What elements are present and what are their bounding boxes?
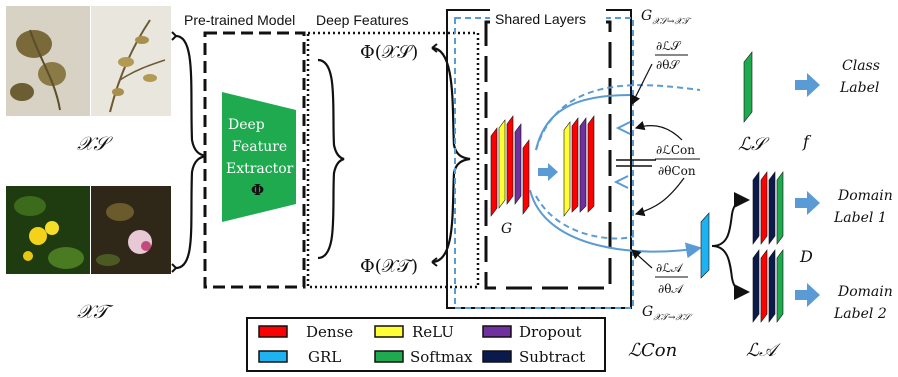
svg-text:∂θ𝒜: ∂θ𝒜	[658, 282, 684, 296]
loss-con: ℒCon	[628, 340, 677, 361]
feature-extractor-shape	[222, 92, 296, 222]
legend-item-dropout: Dropout	[482, 323, 582, 341]
extractor-phi: Φ	[251, 181, 264, 199]
svg-text:∂ℒ𝒮: ∂ℒ𝒮	[656, 39, 682, 53]
target-features: Φ(𝒳𝒯)	[360, 256, 418, 277]
layer-stack-second	[563, 115, 595, 217]
shared-g-label: G	[501, 221, 512, 237]
grad-lcon: ∂ℒCon ∂θCon	[655, 143, 700, 178]
deep-features-title: Deep Features	[316, 12, 409, 28]
target-domain-label: 𝒳𝒯	[77, 301, 113, 323]
features-brace-left	[317, 58, 345, 260]
svg-text:GRL: GRL	[308, 348, 341, 366]
classifier-f-label: f	[802, 132, 812, 151]
g-s2t-label: G𝒳𝒮→𝒳𝒯	[641, 8, 692, 27]
legend-item-grl: GRL	[258, 348, 341, 366]
svg-text:ReLU: ReLU	[412, 323, 454, 341]
features-brace-right	[431, 46, 471, 264]
softmax-layer-class	[743, 51, 753, 123]
input-brace	[175, 34, 207, 270]
domain-stack-1	[752, 171, 784, 245]
domain2-output-arrow	[795, 283, 820, 307]
svg-text:Softmax: Softmax	[410, 348, 473, 366]
g-t2s-label: G𝒳𝒯→𝒳𝒮	[642, 304, 693, 323]
grad-lcon-pointer-up	[634, 120, 683, 141]
class-output-arrow	[795, 73, 820, 97]
grad-la: ∂ℒ𝒜 ∂θ𝒜	[655, 261, 688, 296]
grl-layer	[700, 212, 710, 279]
legend-item-softmax: Softmax	[374, 348, 473, 366]
deep-features-box	[306, 31, 480, 289]
g-source-to-target-box	[446, 9, 632, 309]
domain-label-2-line-1: Domain	[837, 284, 893, 300]
class-label-line-2: Label	[839, 80, 879, 96]
grad-ls-pointer	[631, 63, 653, 106]
extractor-line-3: Extractor	[226, 161, 294, 177]
pretrained-model-title: Pre-trained Model	[184, 12, 295, 28]
legend-item-subtract: Subtract	[482, 348, 585, 366]
pretrained-model-box	[203, 31, 306, 289]
svg-text:∂θ𝒮: ∂θ𝒮	[656, 58, 680, 72]
class-label-line-1: Class	[842, 58, 880, 74]
legend-item-dense: Dense	[258, 323, 353, 341]
loss-s: ℒ𝒮	[738, 134, 770, 155]
discriminator-d-label: D	[799, 247, 813, 266]
grad-path-top	[535, 84, 701, 151]
svg-text:∂ℒ𝒜: ∂ℒ𝒜	[656, 261, 684, 275]
source-images	[6, 6, 171, 116]
g-target-to-source-box	[454, 17, 634, 309]
svg-text:Subtract: Subtract	[519, 348, 585, 366]
svg-text:Dense: Dense	[306, 323, 353, 341]
grl-to-domain-2	[711, 245, 750, 300]
grad-ls: ∂ℒ𝒮 ∂θ𝒮	[655, 39, 688, 72]
extractor-line-1: Deep	[228, 117, 265, 133]
domain-label-2-line-2: Label 2	[833, 306, 887, 322]
svg-text:Dropout: Dropout	[519, 323, 582, 341]
grad-lcon-pointer-down	[634, 177, 685, 217]
target-images	[6, 186, 171, 274]
shared-layers-title: Shared Layers	[495, 11, 586, 27]
domain-stack-2	[752, 249, 784, 323]
layer-stack-first	[490, 115, 530, 217]
legend-box	[246, 317, 606, 372]
source-domain-label: 𝒳𝒮	[77, 133, 113, 155]
svg-text:∂θCon: ∂θCon	[658, 164, 696, 178]
domain1-output-arrow	[795, 191, 820, 215]
extractor-line-2: Feature	[232, 139, 287, 155]
internal-arrow	[538, 163, 558, 181]
domain-label-1-line-2: Label 1	[833, 210, 887, 226]
source-features: Φ(𝒳𝒮)	[360, 42, 418, 63]
path-to-class	[535, 94, 631, 151]
grl-to-domain-1	[711, 192, 750, 247]
path-to-domain	[529, 189, 702, 259]
legend-item-relu: ReLU	[374, 323, 454, 341]
loss-a: ℒ𝒜	[746, 340, 781, 361]
svg-text:∂ℒCon: ∂ℒCon	[656, 143, 695, 157]
domain-label-1-line-1: Domain	[837, 188, 893, 204]
grad-la-pointer	[631, 249, 653, 269]
